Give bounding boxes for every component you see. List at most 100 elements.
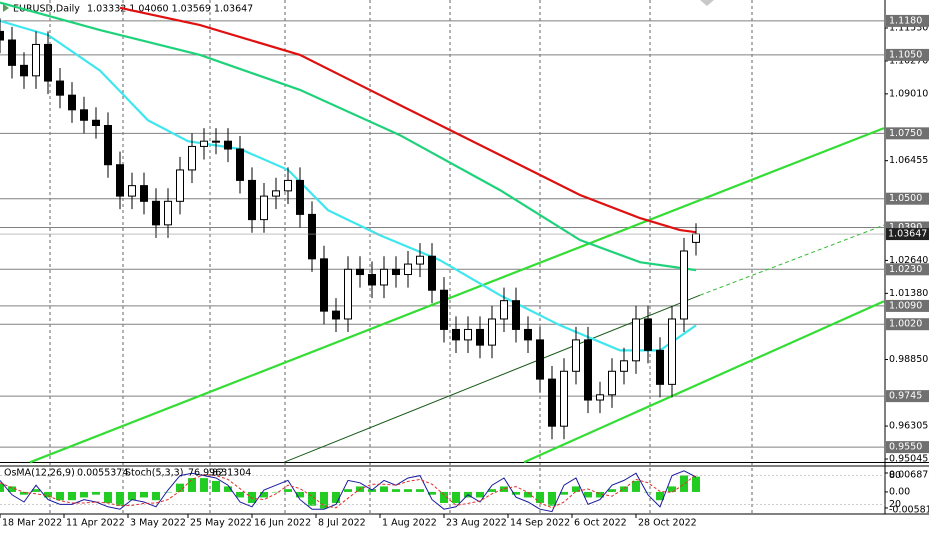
candle-body (584, 339, 592, 401)
level-label-box (886, 390, 929, 403)
osma-bar (656, 491, 664, 501)
y-tick-label: 1.01380 (889, 288, 928, 299)
osma-bar (416, 489, 424, 492)
level-label: 1.0230 (889, 264, 922, 275)
candle-body (620, 360, 628, 372)
osma-bar (692, 476, 700, 492)
candle-body (224, 140, 232, 150)
x-tick-label: 1 Aug 2022 (382, 518, 437, 529)
x-tick-label: 14 Sep 2022 (510, 518, 570, 529)
y-tick-label: 1.09010 (889, 88, 928, 99)
candle-body (536, 339, 544, 380)
osma-bar (116, 491, 124, 506)
osma-bar (380, 486, 388, 492)
candle-body (572, 339, 580, 372)
osma-bar (548, 491, 556, 506)
chart-title: EURUSD,Daily (13, 4, 80, 15)
level-label: 0.9745 (889, 391, 922, 402)
x-tick-label: 25 May 2022 (190, 518, 252, 529)
candle-body (404, 263, 412, 276)
candle-body (452, 328, 460, 341)
osma-bar (92, 491, 100, 495)
osma-bar (584, 491, 592, 498)
osma-tick-label: -0.005812 (889, 504, 929, 515)
osma-bar (440, 491, 448, 503)
osma-bar (104, 491, 112, 503)
candle-body (56, 80, 64, 96)
osma-bar (236, 491, 244, 498)
candle-body (548, 378, 556, 427)
level-label-box (886, 48, 929, 61)
level-label: 1.1180 (889, 15, 922, 26)
level-label-box (886, 263, 929, 276)
osma-bar (488, 489, 496, 492)
osma-bar (80, 491, 88, 498)
x-tick-label: 18 Mar 2022 (2, 518, 62, 529)
candle-body (464, 328, 472, 341)
candle-body (668, 318, 676, 385)
level-label: 1.1050 (889, 49, 922, 60)
osma-bar (596, 491, 604, 498)
osma-bar (320, 491, 328, 509)
candle-body (44, 43, 52, 82)
candle-body (200, 140, 208, 147)
osma-bar (128, 491, 136, 501)
stoch-tick-label: 80 (889, 470, 901, 481)
osma-bar (32, 489, 40, 492)
stoch-line (0, 470, 697, 513)
candle-body (116, 164, 124, 197)
candle-body (524, 328, 532, 341)
trend-line (283, 294, 701, 463)
osma-bar (512, 491, 520, 495)
osma-bar (620, 486, 628, 492)
candle-body (596, 394, 604, 401)
osma-bar (248, 491, 256, 503)
x-tick-label: 3 May 2022 (130, 518, 186, 529)
osma-value: 0.0055374 (77, 468, 128, 479)
osma-bar (560, 491, 568, 495)
trend-line (29, 127, 885, 464)
level-label-box (886, 441, 929, 454)
y-tick-label: 1.10270 (889, 55, 928, 66)
level-label: 1.0020 (889, 319, 922, 330)
chart-subtitle: 1.03332 1.04060 1.03569 1.03647 (87, 4, 253, 15)
candle-body (296, 179, 304, 215)
stoch-main-value: 76.9963 (188, 468, 227, 479)
level-label-box (886, 14, 929, 27)
osma-bar (272, 491, 280, 493)
candle-body (488, 318, 496, 346)
candle-body (332, 310, 340, 320)
osma-bar (20, 491, 28, 495)
candle-body (236, 148, 244, 181)
osma-bar (224, 486, 232, 492)
osma-bar (536, 491, 544, 503)
level-label-box (886, 318, 929, 331)
osma-bar (44, 491, 52, 498)
osma-bar (476, 491, 484, 498)
moving-average (0, 19, 697, 352)
stoch-line (0, 474, 697, 509)
candle-body (344, 268, 352, 320)
moving-average (0, 1, 697, 272)
osma-bar (332, 491, 340, 503)
candle-body (368, 274, 376, 286)
stoch-signal-value: 82.1304 (212, 468, 251, 479)
level-label-box (886, 299, 929, 312)
osma-bar (56, 491, 64, 501)
candle-body (356, 268, 364, 276)
candle-body (680, 250, 688, 320)
level-label: 1.0390 (889, 222, 922, 233)
osma-bar (296, 491, 304, 498)
x-tick-label: 23 Aug 2022 (446, 518, 507, 529)
osma-bar (608, 489, 616, 492)
osma-bar (0, 483, 4, 492)
osma-label: OsMA(12,26,9) (4, 468, 75, 479)
osma-tick-label: 0.0068723 (889, 469, 929, 480)
osma-bar (308, 491, 316, 506)
candle-body (416, 255, 424, 265)
candle-body (560, 370, 568, 427)
candle-body (512, 300, 520, 330)
y-tick-label: 1.02640 (889, 255, 928, 266)
trend-line (523, 300, 885, 464)
